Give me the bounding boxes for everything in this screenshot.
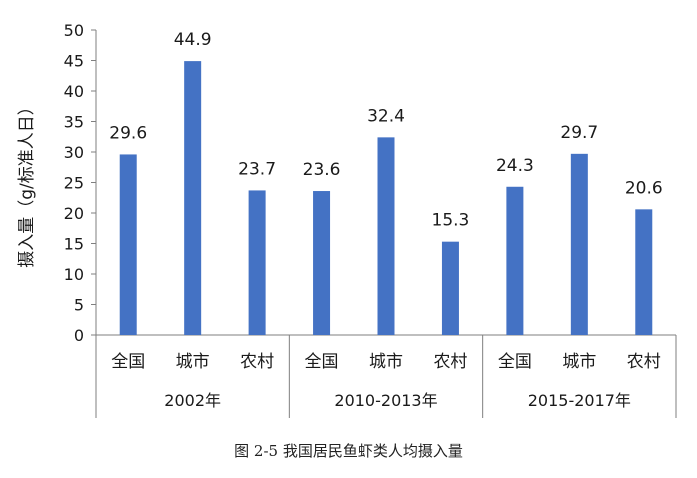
group-label: 2015-2017年 [528, 391, 631, 410]
y-tick-label: 25 [64, 174, 84, 193]
data-label: 29.7 [560, 123, 598, 143]
y-tick-label: 30 [64, 143, 84, 162]
bar [377, 137, 395, 335]
bar [570, 153, 588, 335]
bar [248, 190, 266, 335]
category-label: 城市 [176, 352, 210, 372]
y-tick-label: 5 [74, 296, 84, 315]
y-tick-label: 0 [74, 326, 84, 345]
data-label: 24.3 [496, 156, 534, 176]
bar [313, 191, 331, 335]
category-label: 全国 [305, 352, 339, 372]
figure-caption: 图 2-5 我国居民鱼虾类人均摄入量 [234, 442, 463, 460]
y-tick-label: 35 [64, 113, 84, 132]
y-tick-label: 20 [64, 204, 84, 223]
group-label: 2010-2013年 [334, 391, 437, 410]
y-tick-label: 45 [64, 52, 84, 71]
bar [506, 186, 524, 335]
bar [441, 241, 459, 335]
bar [184, 61, 202, 336]
y-tick-label: 15 [64, 235, 84, 254]
data-label: 32.4 [367, 106, 405, 126]
category-label: 农村 [433, 352, 467, 372]
category-label: 农村 [240, 352, 274, 372]
y-tick-label: 10 [64, 265, 84, 284]
category-label: 城市 [369, 352, 403, 372]
category-label: 农村 [627, 352, 661, 372]
category-label: 全国 [498, 352, 532, 372]
data-label: 23.7 [238, 159, 276, 179]
data-label: 23.6 [303, 160, 341, 180]
y-tick-label: 50 [64, 21, 84, 40]
data-label: 29.6 [109, 123, 147, 143]
category-label: 城市 [562, 352, 596, 372]
bar [635, 209, 653, 335]
category-label: 全国 [111, 352, 145, 372]
data-label: 20.6 [625, 178, 663, 198]
bar [119, 154, 137, 335]
y-axis-title: 摄入量（g/标准人日） [17, 98, 37, 268]
data-label: 15.3 [432, 211, 470, 231]
y-tick-label: 40 [64, 82, 84, 101]
group-label: 2002年 [164, 391, 221, 410]
data-label: 44.9 [174, 30, 212, 50]
